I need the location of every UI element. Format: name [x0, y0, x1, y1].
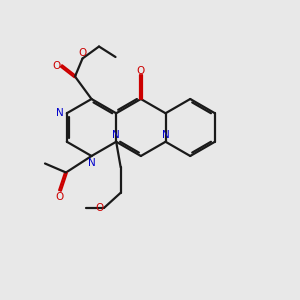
Text: O: O [56, 191, 64, 202]
Text: N: N [56, 108, 64, 118]
Text: O: O [95, 203, 103, 213]
Text: O: O [137, 66, 145, 76]
Text: N: N [112, 130, 120, 140]
Text: N: N [88, 158, 95, 168]
Text: O: O [78, 48, 87, 59]
Text: N: N [162, 130, 170, 140]
Text: O: O [52, 61, 61, 71]
